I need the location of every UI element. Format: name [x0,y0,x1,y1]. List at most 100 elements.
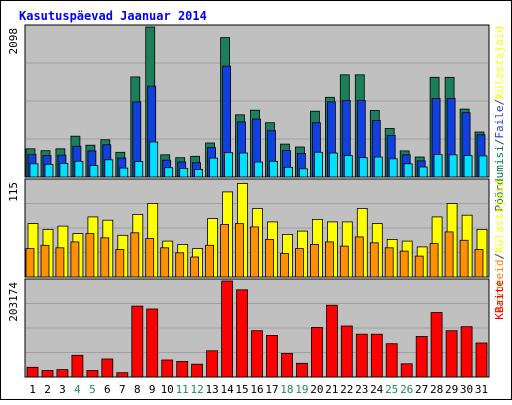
p2-bar-Arvuteid-14 [220,223,230,278]
x-tick-label-23: 23 [355,383,368,396]
p1-legend-item: Pöördumisi [493,145,506,211]
p2-bar-Arvuteid-5 [85,233,95,278]
p3-ytick-label: 203174 [7,282,20,322]
p3-bar-KBaite-13 [206,350,219,378]
x-tick-label-22: 22 [340,383,353,396]
p2-bar-Arvuteid-13 [205,244,215,278]
p2-bar-Arvuteid-17 [265,238,274,278]
x-tick-label-21: 21 [325,383,338,396]
p1-bar-Külastajaid-19 [298,168,308,178]
p2-bar-Arvuteid-24 [369,242,379,278]
p1-bar-Külastajaid-12 [194,169,204,178]
chart-title: Kasutuspäevad Jaanuar 2014 [19,9,207,23]
p2-legend-item: / [493,253,506,260]
p1-bar-Külastajaid-22 [343,155,353,178]
p1-bar-Külastajaid-23 [358,157,368,178]
p3-bar-KBaite-15 [236,289,248,378]
p1-bar-Külastajaid-13 [209,157,219,178]
p3-bar-KBaite-21 [325,304,338,378]
x-tick-label-17: 17 [265,383,278,396]
p1-bar-Külastajaid-25 [388,158,398,178]
p3-bar-KBaite-31 [475,342,488,378]
p2-bar-Arvuteid-15 [235,223,244,278]
p1-bar-Külastajaid-28 [433,154,443,178]
p1-bar-Külastajaid-31 [478,155,488,178]
p2-legend-item: Arvuteid [493,259,506,312]
p3-bar-KBaite-30 [460,326,473,378]
p2-legend: Arvuteid/Külastajaid [493,180,506,312]
p1-legend-item: Külastajaid [493,26,506,99]
x-tick-label-12: 12 [190,383,203,396]
x-tick-label-15: 15 [235,383,248,396]
x-tick-label-31: 31 [475,383,488,396]
p2-bar-Arvuteid-9 [145,238,155,278]
x-tick-label-1: 1 [29,383,36,396]
x-tick-label-24: 24 [370,383,384,396]
x-tick-label-13: 13 [205,383,218,396]
p2-bar-Arvuteid-6 [100,237,110,278]
p2-bar-Arvuteid-30 [459,239,469,278]
p3-bar-KBaite-6 [101,358,114,378]
p1-bar-Külastajaid-4 [74,160,84,178]
x-tick-label-25: 25 [385,383,398,396]
p3-bar-KBaite-3 [56,369,69,378]
p2-bar-Arvuteid-21 [324,241,334,278]
p1-bar-Külastajaid-14 [224,152,234,178]
p2-bar-Arvuteid-18 [280,253,289,278]
p3-bar-KBaite-10 [161,359,174,378]
x-tick-label-9: 9 [149,383,156,396]
p1-bar-Külastajaid-5 [89,165,99,178]
p1-bar-Külastajaid-30 [463,155,473,178]
x-tick-label-4: 4 [74,383,81,396]
p1-bar-Külastajaid-17 [269,160,278,178]
x-tick-label-8: 8 [134,383,141,396]
p3-bar-KBaite-27 [415,335,428,378]
p1-legend-item: Faile [493,105,506,138]
x-tick-label-20: 20 [310,383,323,396]
x-tick-label-26: 26 [400,383,413,396]
p2-bar-Arvuteid-29 [444,231,454,278]
x-tick-label-6: 6 [104,383,111,396]
p1-legend-item: / [493,99,506,106]
p3-bar-KBaite-16 [251,330,263,378]
p2-bar-Arvuteid-19 [294,248,304,278]
p3-bar-KBaite-19 [295,362,308,378]
p2-bar-Arvuteid-1 [25,248,35,278]
p3-bar-KBaite-23 [355,333,368,378]
p1-bar-Külastajaid-6 [104,159,114,178]
p3-bar-KBaite-11 [176,360,189,378]
p3-bar-KBaite-28 [430,312,443,378]
p1-bar-Külastajaid-3 [59,162,69,178]
p3-bar-KBaite-12 [191,363,204,378]
p1-bar-Külastajaid-1 [29,163,39,178]
p1-bar-Külastajaid-27 [418,166,428,178]
p1-bar-Külastajaid-9 [149,141,159,178]
x-tick-label-7: 7 [119,383,126,396]
p2-bar-Arvuteid-31 [474,249,484,278]
p1-legend: Pöördumisi/Faile/Külastajaid [493,26,506,211]
p2-bar-Arvuteid-26 [399,250,409,278]
p2-bar-Arvuteid-4 [70,241,80,278]
x-tick-label-18: 18 [280,383,293,396]
p2-bar-Arvuteid-10 [160,247,170,278]
x-tick-label-11: 11 [176,383,189,396]
x-tick-label-28: 28 [430,383,443,396]
p2-legend-item: Külastajaid [493,180,506,253]
p2-bar-Arvuteid-8 [130,232,140,278]
x-tick-label-5: 5 [89,383,96,396]
p1-bar-Külastajaid-10 [164,167,174,178]
p2-bar-Arvuteid-2 [40,244,50,278]
p3-bar-KBaite-9 [146,308,159,378]
p3-legend-item: KBaite [493,280,506,320]
p1-bar-Külastajaid-11 [179,167,189,178]
p1-bar-Külastajaid-8 [134,161,144,178]
p2-bar-Arvuteid-16 [250,226,259,278]
p1-ytick-label: 2098 [7,28,20,55]
x-tick-label-19: 19 [295,383,308,396]
x-tick-label-2: 2 [44,383,51,396]
p3-bar-KBaite-4 [71,354,84,378]
x-tick-label-16: 16 [250,383,263,396]
p1-bar-Külastajaid-26 [403,163,413,178]
